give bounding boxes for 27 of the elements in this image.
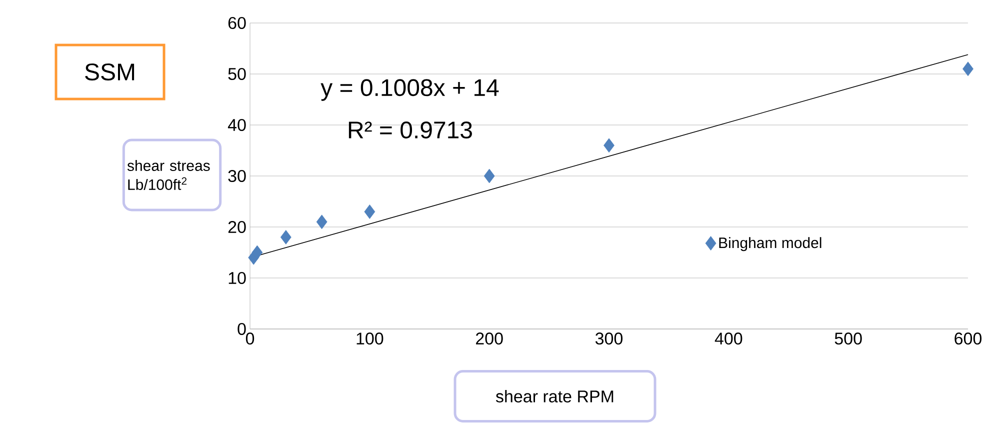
point <box>252 245 263 260</box>
x-axis-title: shear rate RPM <box>496 390 614 402</box>
point <box>280 230 292 244</box>
annotation: R² = 0.9713 <box>348 122 472 138</box>
point <box>484 168 495 184</box>
point <box>962 62 974 76</box>
x-tick-label: 600 <box>954 332 982 345</box>
y-tick-label: 20 <box>228 220 246 234</box>
y-tick-label: 50 <box>228 68 246 80</box>
y-tick-label: 30 <box>228 170 246 182</box>
point <box>364 204 376 219</box>
text: SSM <box>85 64 134 80</box>
y-axis-title: shear streas Lb/100ft$^{2}$ <box>127 160 210 190</box>
x-tick-label: 500 <box>834 332 862 345</box>
x-tick-label: 300 <box>595 332 623 345</box>
y-tick-label: 0 <box>238 322 246 336</box>
point <box>316 214 328 230</box>
y-tick-label: 60 <box>228 16 246 30</box>
x-tick-label: 0 <box>246 332 254 345</box>
point <box>604 138 614 153</box>
x-tick-label: 200 <box>476 332 503 345</box>
x-tick-label: 400 <box>714 332 742 345</box>
legend-label: Bingham model <box>719 237 822 252</box>
annotation: y = 0.1008x + 14 <box>320 79 499 101</box>
y-tick-label: 40 <box>228 118 246 132</box>
x-tick-label: 100 <box>356 332 384 345</box>
y-tick-label: 10 <box>228 272 246 284</box>
